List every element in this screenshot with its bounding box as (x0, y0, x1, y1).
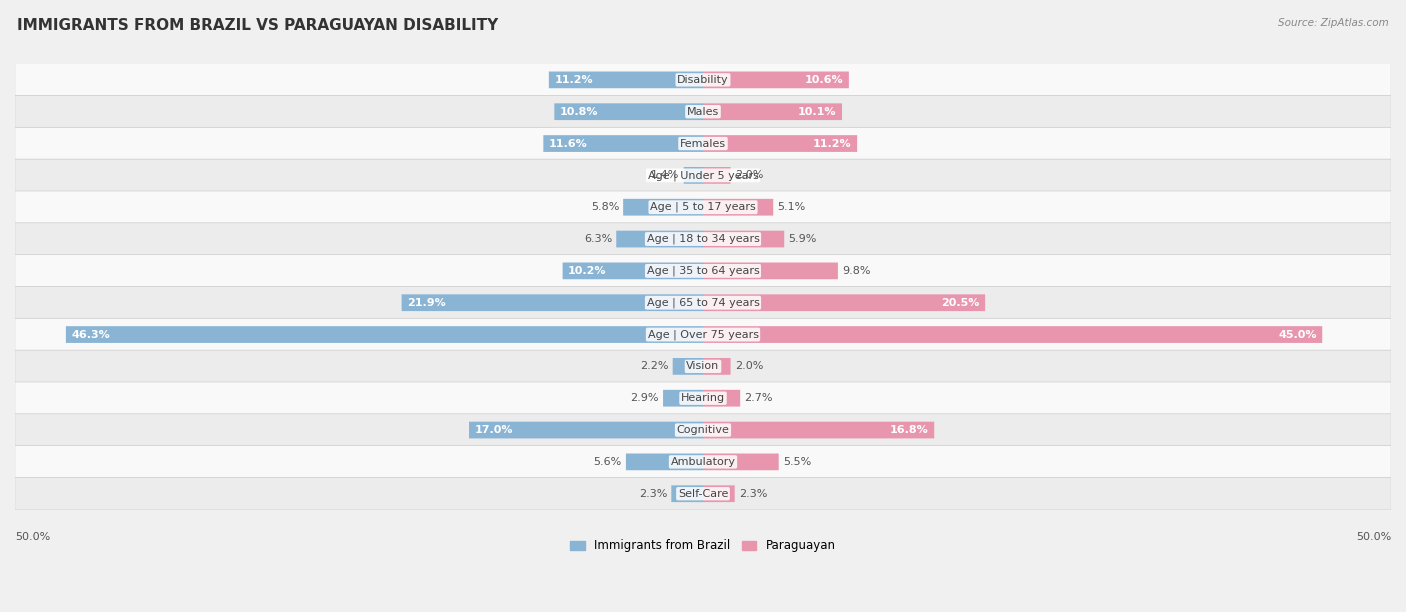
Text: Age | 35 to 64 years: Age | 35 to 64 years (647, 266, 759, 276)
FancyBboxPatch shape (15, 255, 1391, 287)
Text: Source: ZipAtlas.com: Source: ZipAtlas.com (1278, 18, 1389, 28)
FancyBboxPatch shape (402, 294, 703, 311)
FancyBboxPatch shape (470, 422, 703, 438)
FancyBboxPatch shape (703, 358, 731, 375)
Text: 20.5%: 20.5% (941, 297, 980, 308)
FancyBboxPatch shape (15, 477, 1391, 510)
Text: 5.6%: 5.6% (593, 457, 621, 467)
FancyBboxPatch shape (703, 326, 1322, 343)
Text: 5.1%: 5.1% (778, 202, 806, 212)
FancyBboxPatch shape (15, 286, 1391, 319)
Text: 2.3%: 2.3% (638, 489, 668, 499)
Text: 2.3%: 2.3% (738, 489, 768, 499)
Text: Age | 18 to 34 years: Age | 18 to 34 years (647, 234, 759, 244)
FancyBboxPatch shape (703, 199, 773, 215)
Text: 2.2%: 2.2% (640, 361, 669, 371)
FancyBboxPatch shape (703, 72, 849, 88)
FancyBboxPatch shape (15, 382, 1391, 414)
Text: 45.0%: 45.0% (1278, 329, 1316, 340)
FancyBboxPatch shape (672, 358, 703, 375)
FancyBboxPatch shape (15, 350, 1391, 382)
Text: Females: Females (681, 138, 725, 149)
Text: 11.6%: 11.6% (548, 138, 588, 149)
Text: 10.8%: 10.8% (560, 106, 599, 117)
FancyBboxPatch shape (703, 167, 731, 184)
FancyBboxPatch shape (543, 135, 703, 152)
Text: 50.0%: 50.0% (1355, 532, 1391, 542)
Text: 11.2%: 11.2% (554, 75, 593, 85)
Text: Vision: Vision (686, 361, 720, 371)
Text: 5.5%: 5.5% (783, 457, 811, 467)
Text: 6.3%: 6.3% (583, 234, 612, 244)
FancyBboxPatch shape (664, 390, 703, 406)
Text: Ambulatory: Ambulatory (671, 457, 735, 467)
Text: 10.6%: 10.6% (804, 75, 844, 85)
Text: Age | 65 to 74 years: Age | 65 to 74 years (647, 297, 759, 308)
FancyBboxPatch shape (15, 64, 1391, 96)
Text: Age | 5 to 17 years: Age | 5 to 17 years (650, 202, 756, 212)
Text: 5.9%: 5.9% (789, 234, 817, 244)
Text: Self-Care: Self-Care (678, 489, 728, 499)
Text: 50.0%: 50.0% (15, 532, 51, 542)
FancyBboxPatch shape (703, 263, 838, 279)
FancyBboxPatch shape (15, 414, 1391, 446)
FancyBboxPatch shape (671, 485, 703, 502)
Text: Hearing: Hearing (681, 394, 725, 403)
FancyBboxPatch shape (703, 231, 785, 247)
Text: 21.9%: 21.9% (408, 297, 446, 308)
FancyBboxPatch shape (15, 159, 1391, 192)
Text: 5.8%: 5.8% (591, 202, 619, 212)
Text: Cognitive: Cognitive (676, 425, 730, 435)
FancyBboxPatch shape (703, 135, 858, 152)
Text: Males: Males (688, 106, 718, 117)
Text: 2.0%: 2.0% (735, 170, 763, 181)
FancyBboxPatch shape (703, 294, 986, 311)
Legend: Immigrants from Brazil, Paraguayan: Immigrants from Brazil, Paraguayan (565, 535, 841, 557)
Text: 11.2%: 11.2% (813, 138, 852, 149)
Text: 10.2%: 10.2% (568, 266, 606, 276)
Text: 2.0%: 2.0% (735, 361, 763, 371)
FancyBboxPatch shape (15, 127, 1391, 160)
FancyBboxPatch shape (15, 95, 1391, 128)
FancyBboxPatch shape (623, 199, 703, 215)
FancyBboxPatch shape (66, 326, 703, 343)
FancyBboxPatch shape (626, 453, 703, 470)
FancyBboxPatch shape (703, 485, 735, 502)
Text: 10.1%: 10.1% (799, 106, 837, 117)
FancyBboxPatch shape (703, 453, 779, 470)
FancyBboxPatch shape (703, 103, 842, 120)
Text: Age | Over 75 years: Age | Over 75 years (648, 329, 758, 340)
FancyBboxPatch shape (15, 223, 1391, 255)
FancyBboxPatch shape (616, 231, 703, 247)
FancyBboxPatch shape (703, 390, 740, 406)
FancyBboxPatch shape (15, 318, 1391, 351)
Text: IMMIGRANTS FROM BRAZIL VS PARAGUAYAN DISABILITY: IMMIGRANTS FROM BRAZIL VS PARAGUAYAN DIS… (17, 18, 498, 34)
Text: 17.0%: 17.0% (475, 425, 513, 435)
Text: 2.9%: 2.9% (630, 394, 659, 403)
Text: Age | Under 5 years: Age | Under 5 years (648, 170, 758, 181)
FancyBboxPatch shape (548, 72, 703, 88)
Text: 9.8%: 9.8% (842, 266, 870, 276)
FancyBboxPatch shape (15, 191, 1391, 223)
Text: 46.3%: 46.3% (72, 329, 110, 340)
FancyBboxPatch shape (562, 263, 703, 279)
Text: 2.7%: 2.7% (744, 394, 773, 403)
FancyBboxPatch shape (15, 446, 1391, 478)
FancyBboxPatch shape (683, 167, 703, 184)
FancyBboxPatch shape (554, 103, 703, 120)
FancyBboxPatch shape (703, 422, 934, 438)
Text: Disability: Disability (678, 75, 728, 85)
Text: 16.8%: 16.8% (890, 425, 929, 435)
Text: 1.4%: 1.4% (651, 170, 679, 181)
